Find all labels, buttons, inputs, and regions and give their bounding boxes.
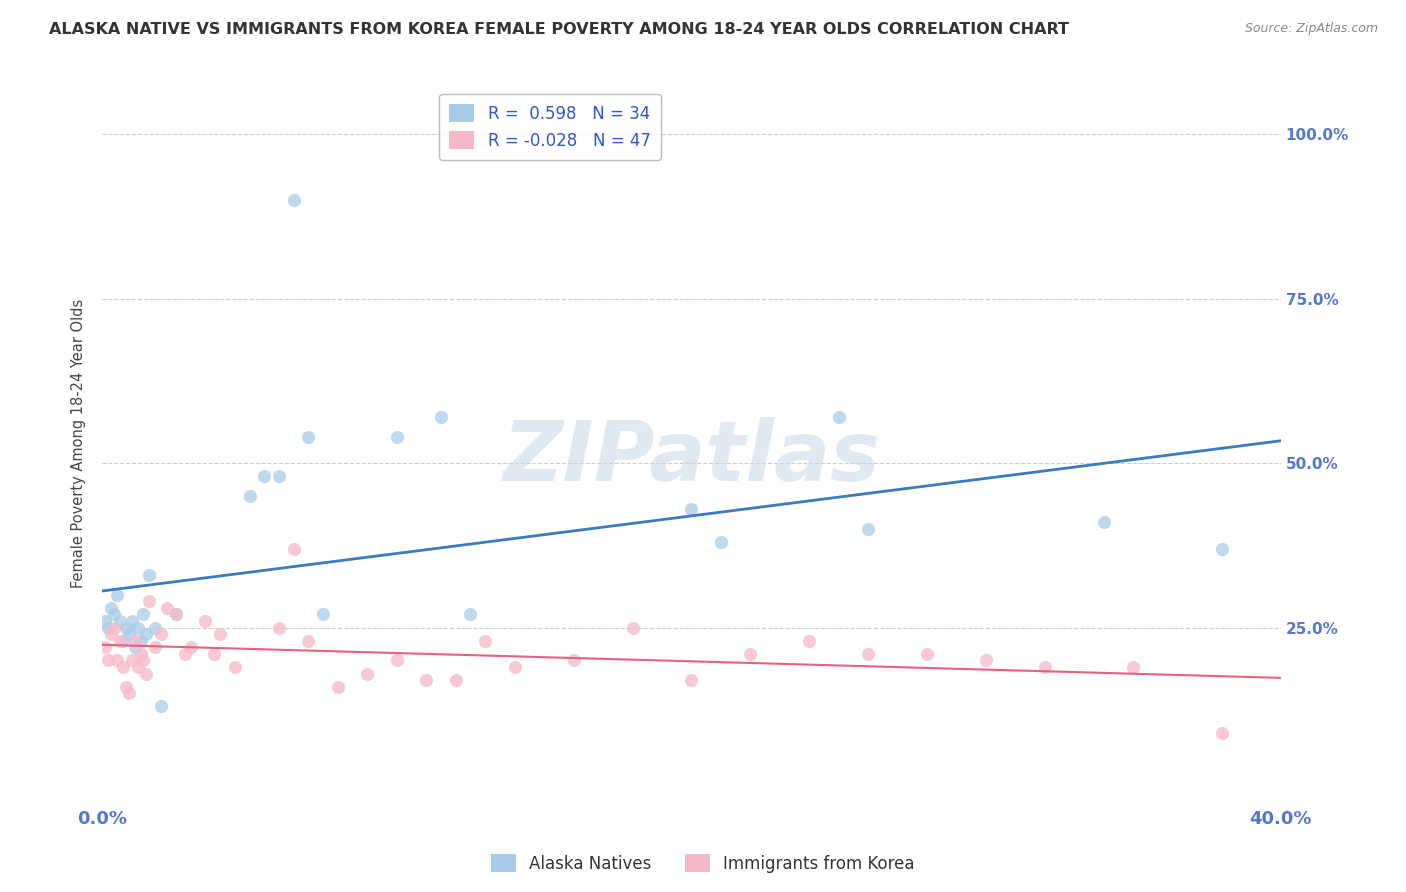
Point bbox=[297, 430, 319, 444]
Point bbox=[97, 621, 120, 635]
Point bbox=[150, 627, 173, 641]
Point bbox=[681, 502, 703, 516]
Point bbox=[444, 673, 467, 688]
Point bbox=[253, 469, 276, 483]
Text: ALASKA NATIVE VS IMMIGRANTS FROM KOREA FEMALE POVERTY AMONG 18-24 YEAR OLDS CORR: ALASKA NATIVE VS IMMIGRANTS FROM KOREA F… bbox=[49, 22, 1069, 37]
Point bbox=[238, 489, 260, 503]
Point bbox=[108, 614, 131, 628]
Point bbox=[430, 410, 453, 425]
Point bbox=[165, 607, 187, 622]
Point bbox=[121, 614, 143, 628]
Point bbox=[111, 660, 134, 674]
Point bbox=[460, 607, 482, 622]
Point bbox=[127, 660, 149, 674]
Point bbox=[143, 640, 166, 655]
Point bbox=[385, 430, 408, 444]
Point bbox=[799, 633, 821, 648]
Point bbox=[974, 653, 997, 667]
Point bbox=[138, 568, 160, 582]
Point bbox=[118, 686, 141, 700]
Point bbox=[621, 621, 644, 635]
Point bbox=[915, 647, 938, 661]
Legend: R =  0.598   N = 34, R = -0.028   N = 47: R = 0.598 N = 34, R = -0.028 N = 47 bbox=[440, 94, 661, 160]
Point bbox=[710, 535, 733, 549]
Point bbox=[312, 607, 335, 622]
Point bbox=[127, 621, 149, 635]
Point bbox=[103, 607, 125, 622]
Point bbox=[1211, 541, 1233, 556]
Point bbox=[156, 600, 179, 615]
Point bbox=[132, 653, 155, 667]
Text: ZIPatlas: ZIPatlas bbox=[502, 417, 880, 499]
Y-axis label: Female Poverty Among 18-24 Year Olds: Female Poverty Among 18-24 Year Olds bbox=[72, 299, 86, 588]
Point bbox=[224, 660, 246, 674]
Point bbox=[474, 633, 496, 648]
Point bbox=[267, 469, 290, 483]
Point bbox=[828, 410, 851, 425]
Point bbox=[94, 640, 117, 655]
Point bbox=[1092, 516, 1115, 530]
Point bbox=[209, 627, 232, 641]
Point bbox=[165, 607, 187, 622]
Point bbox=[94, 614, 117, 628]
Text: Source: ZipAtlas.com: Source: ZipAtlas.com bbox=[1244, 22, 1378, 36]
Point bbox=[114, 680, 136, 694]
Point bbox=[1211, 725, 1233, 739]
Point bbox=[858, 647, 880, 661]
Point bbox=[267, 621, 290, 635]
Point bbox=[150, 699, 173, 714]
Point bbox=[180, 640, 202, 655]
Point bbox=[105, 653, 128, 667]
Point bbox=[283, 541, 305, 556]
Point bbox=[143, 621, 166, 635]
Point bbox=[124, 633, 146, 648]
Point bbox=[858, 522, 880, 536]
Legend: Alaska Natives, Immigrants from Korea: Alaska Natives, Immigrants from Korea bbox=[485, 847, 921, 880]
Point bbox=[135, 666, 157, 681]
Point bbox=[103, 621, 125, 635]
Point bbox=[740, 647, 762, 661]
Point bbox=[129, 633, 152, 648]
Point bbox=[105, 588, 128, 602]
Point bbox=[1033, 660, 1056, 674]
Point bbox=[124, 640, 146, 655]
Point bbox=[173, 647, 195, 661]
Point bbox=[100, 600, 122, 615]
Point bbox=[297, 633, 319, 648]
Point bbox=[118, 627, 141, 641]
Point bbox=[97, 653, 120, 667]
Point bbox=[326, 680, 349, 694]
Point bbox=[129, 647, 152, 661]
Point bbox=[283, 193, 305, 207]
Point bbox=[194, 614, 217, 628]
Point bbox=[135, 627, 157, 641]
Point bbox=[111, 633, 134, 648]
Point bbox=[132, 607, 155, 622]
Point bbox=[138, 594, 160, 608]
Point bbox=[114, 621, 136, 635]
Point bbox=[356, 666, 378, 681]
Point bbox=[108, 633, 131, 648]
Point bbox=[562, 653, 585, 667]
Point bbox=[1122, 660, 1144, 674]
Point bbox=[385, 653, 408, 667]
Point bbox=[415, 673, 437, 688]
Point bbox=[121, 653, 143, 667]
Point bbox=[503, 660, 526, 674]
Point bbox=[681, 673, 703, 688]
Point bbox=[100, 627, 122, 641]
Point bbox=[202, 647, 225, 661]
